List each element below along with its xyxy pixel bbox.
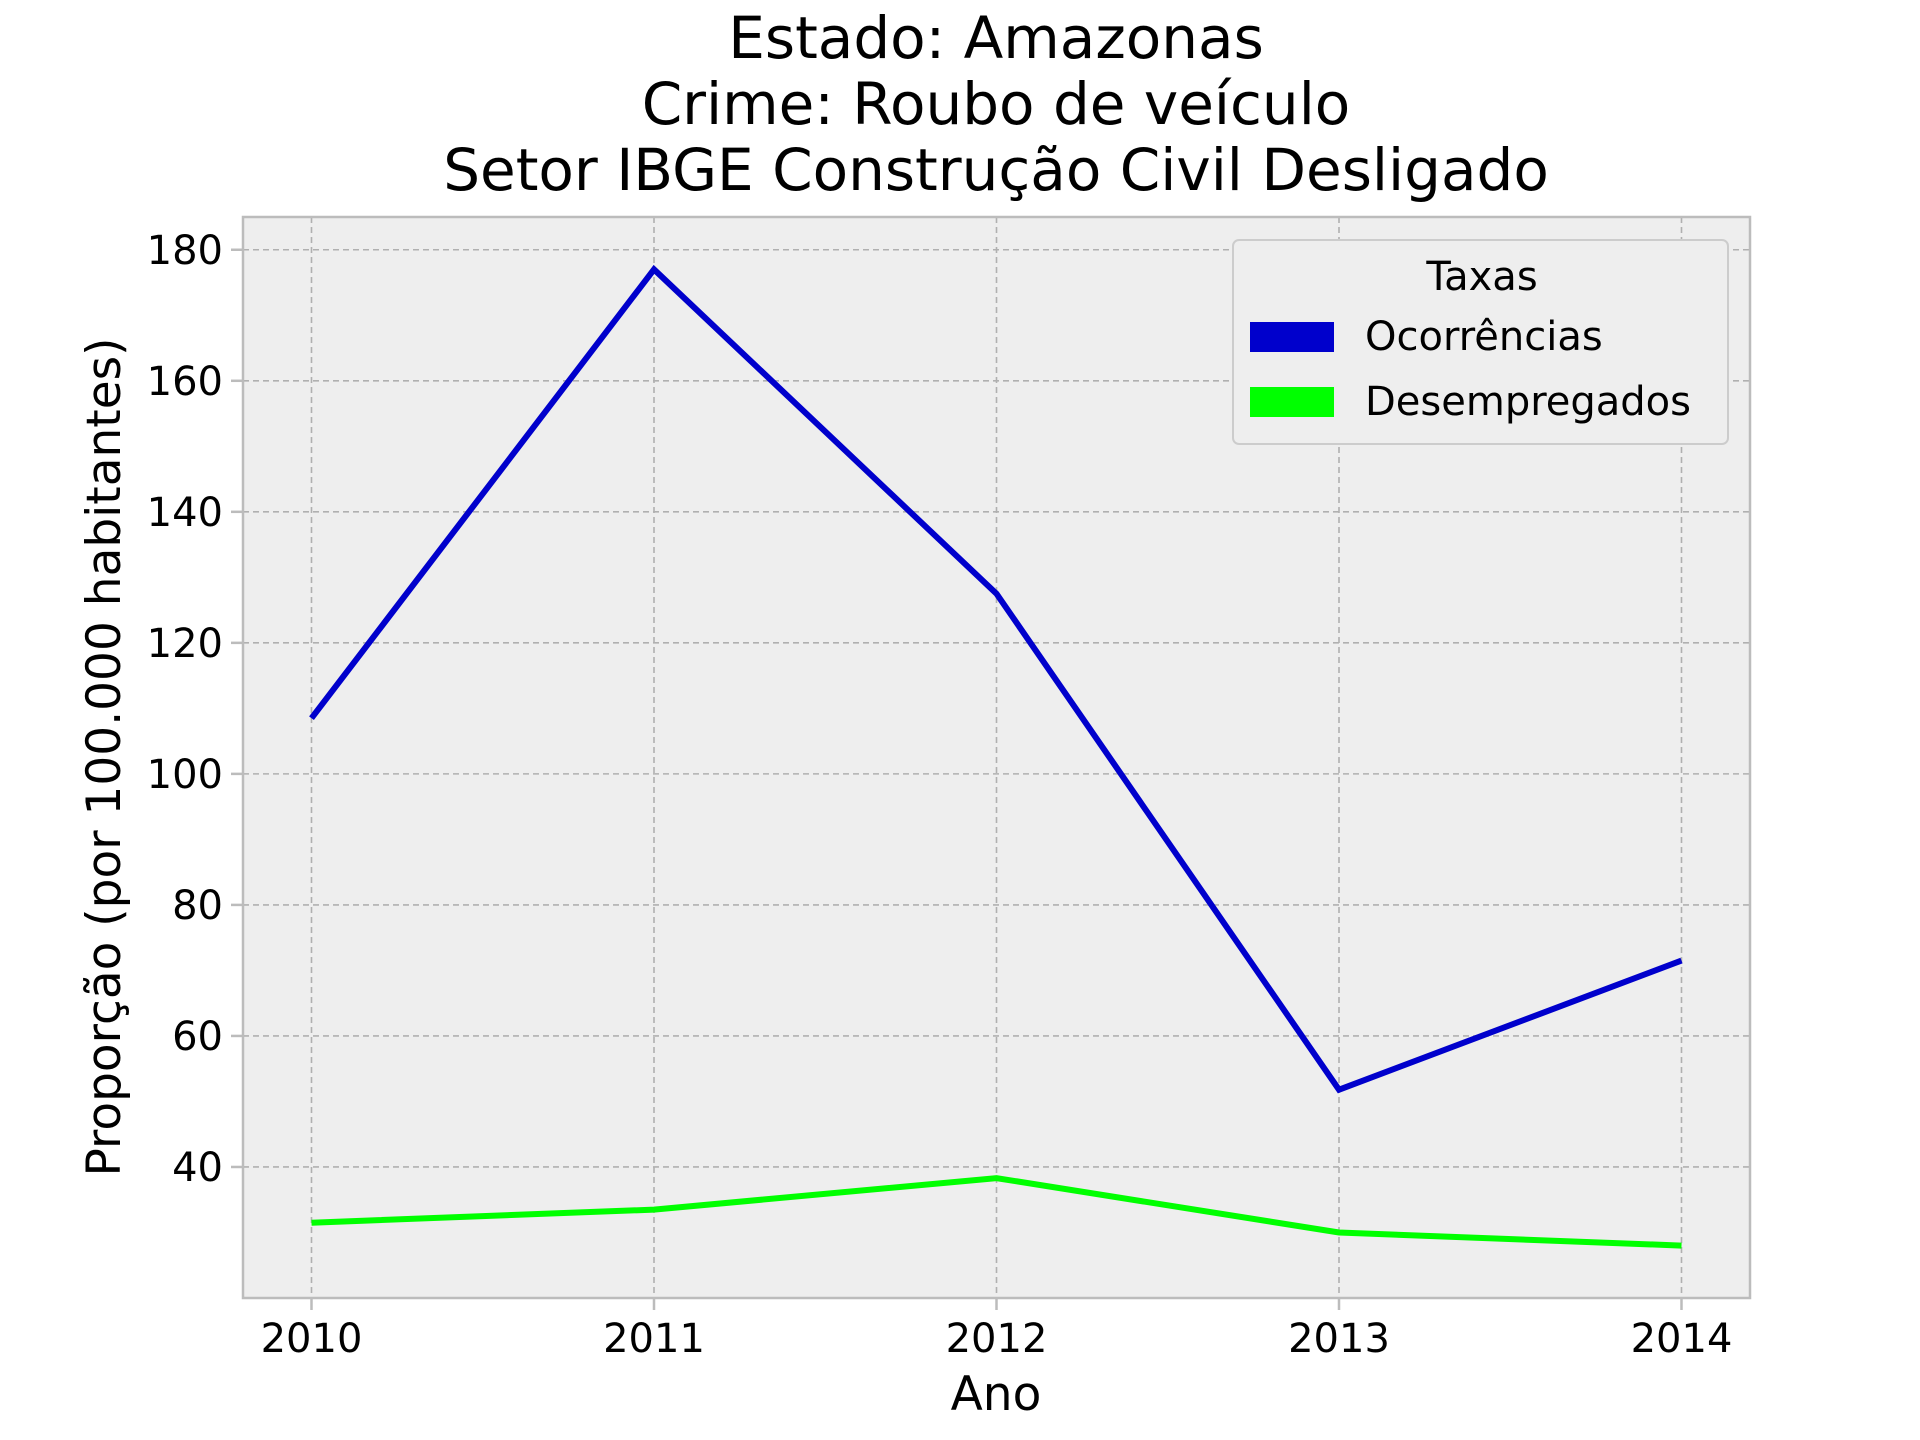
title-line-3: Setor IBGE Construção Civil Desligado [443,136,1549,204]
y-tick-label: 120 [147,621,223,667]
legend: Taxas Ocorrências Desempregados [1232,239,1729,445]
y-tick-label: 100 [147,752,223,798]
y-tick-label: 160 [147,359,223,405]
title-line-2: Crime: Roubo de veículo [642,70,1351,138]
grid [243,217,1750,1298]
y-tick-label: 180 [147,228,223,274]
x-axis-label: Ano [951,1367,1042,1422]
legend-swatch [1250,322,1334,352]
y-tick-label: 40 [172,1145,223,1191]
series-line-ocorrencias [309,264,1683,1094]
tick-labels: 2010 2011 2012 2013 2014 40 60 80 100 120 140 160 18… [147,228,1733,1362]
x-tick-label: 2011 [603,1316,705,1362]
legend-box [1232,239,1729,445]
x-tick-label: 2014 [1631,1316,1733,1362]
y-tick-label: 80 [172,883,223,929]
legend-swatch [1250,387,1334,417]
title-line-1: Estado: Amazonas [728,4,1264,72]
legend-entries: Ocorrências Desempregados [1250,314,1691,425]
chart-title: Estado: Amazonas Crime: Roubo de veículo… [443,4,1549,204]
y-axis-label: Proporção (por 100.000 habitantes) [77,338,132,1177]
x-tick-label: 2010 [261,1316,363,1362]
series-line-desempregados [311,1175,1682,1249]
x-tick-label: 2012 [946,1316,1048,1362]
y-tick-label: 140 [147,490,223,536]
series-layer [309,264,1683,1249]
x-tick-label: 2013 [1288,1316,1390,1362]
y-tick-label: 60 [172,1014,223,1060]
legend-label: Desempregados [1365,379,1691,425]
legend-label: Ocorrências [1365,314,1603,360]
legend-title: Taxas [1425,254,1537,300]
ticks [231,248,1683,1310]
